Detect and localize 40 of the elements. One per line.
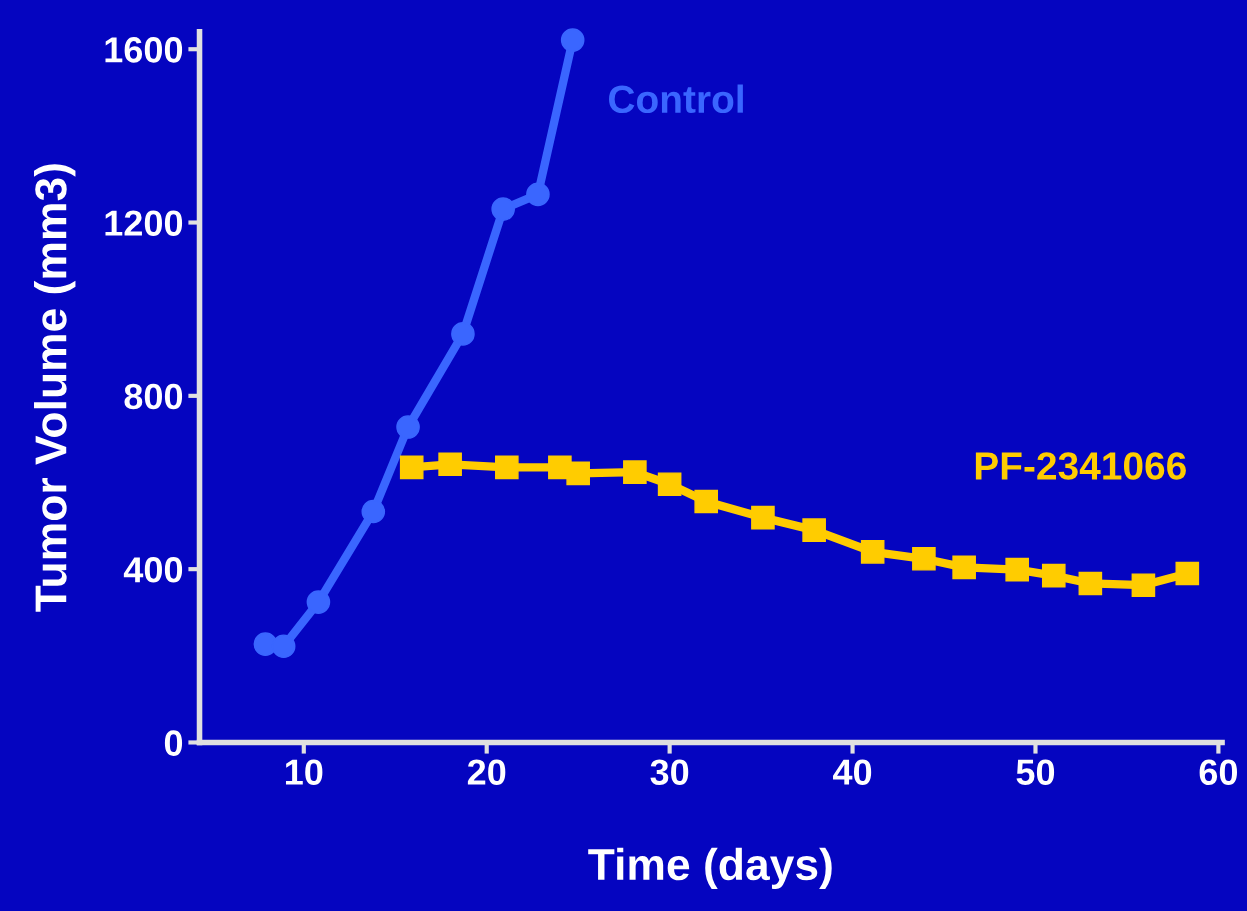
y-tick-label: 800 xyxy=(124,383,183,410)
point xyxy=(751,505,775,530)
point xyxy=(1175,561,1200,586)
x-tick-label: 10 xyxy=(285,759,323,785)
point xyxy=(438,452,462,477)
point xyxy=(952,555,976,580)
point xyxy=(694,489,719,514)
point xyxy=(1078,571,1103,596)
point xyxy=(451,322,475,346)
x-tick-label: 50 xyxy=(1016,759,1055,785)
y-tick-label: 1600 xyxy=(105,37,183,63)
series-label: PF-2341066 xyxy=(975,452,1186,480)
point xyxy=(1005,557,1029,582)
point xyxy=(361,499,386,524)
y-tick-label: 0 xyxy=(164,730,183,756)
y-tick-label: 1200 xyxy=(105,210,183,236)
point xyxy=(912,546,936,571)
series-label: Control xyxy=(609,84,743,114)
x-tick-label: 30 xyxy=(650,759,689,786)
point xyxy=(491,197,515,221)
y-axis-title: Tumor Volume (mm3) xyxy=(34,164,76,612)
x-tick-label: 60 xyxy=(1199,759,1238,785)
x-tick-label: 20 xyxy=(467,759,506,785)
point xyxy=(623,460,647,484)
point xyxy=(860,540,885,564)
y-tick-label: 400 xyxy=(123,557,183,583)
point xyxy=(495,455,519,480)
point xyxy=(1041,563,1066,588)
point xyxy=(271,634,296,659)
x-axis-title: Time (days) xyxy=(588,847,832,890)
point xyxy=(399,455,424,480)
point xyxy=(802,518,826,542)
point xyxy=(1131,573,1156,597)
x-tick-label: 40 xyxy=(833,759,872,785)
point xyxy=(657,472,682,497)
point xyxy=(396,415,420,439)
point xyxy=(526,182,550,207)
point xyxy=(560,28,585,52)
point xyxy=(306,590,331,614)
point xyxy=(566,461,590,486)
